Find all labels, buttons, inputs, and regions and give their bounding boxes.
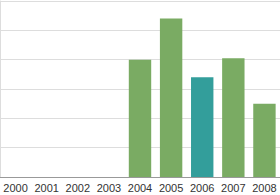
- svg-text:2004: 2004: [128, 182, 152, 194]
- svg-text:2008: 2008: [252, 182, 276, 194]
- svg-text:2003: 2003: [97, 182, 121, 194]
- svg-text:2005: 2005: [159, 182, 183, 194]
- svg-text:2007: 2007: [221, 182, 245, 194]
- svg-text:2006: 2006: [190, 182, 214, 194]
- svg-text:2002: 2002: [66, 182, 90, 194]
- svg-text:2001: 2001: [34, 182, 58, 194]
- svg-text:2000: 2000: [3, 182, 27, 194]
